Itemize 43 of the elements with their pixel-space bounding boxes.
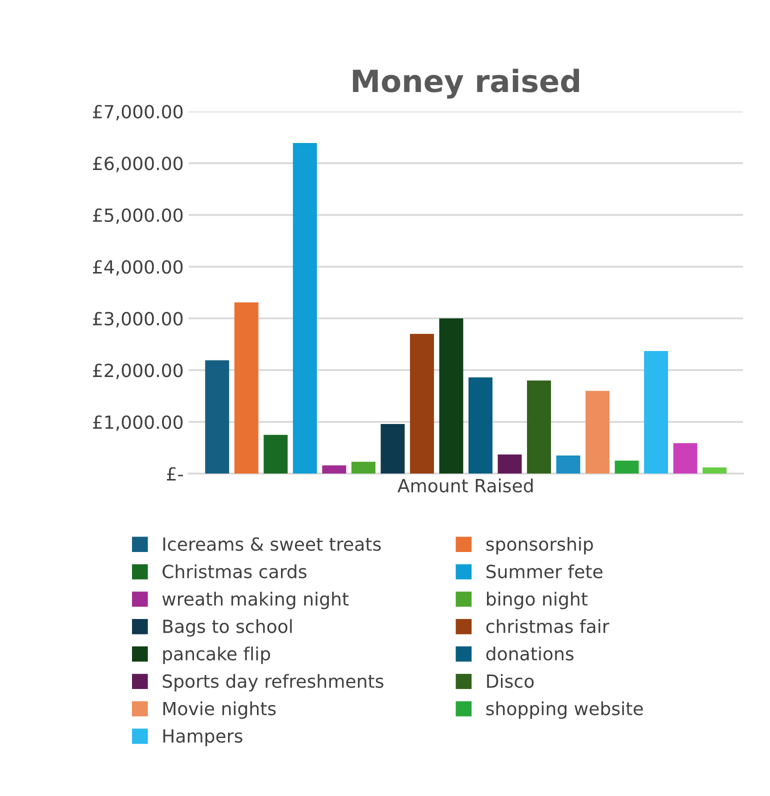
legend-label: Sports day refreshments <box>162 674 384 692</box>
legend-label: wreath making night <box>162 592 349 610</box>
legend-label: pancake flip <box>163 646 270 664</box>
legend-label: donations <box>486 646 574 661</box>
legend-label: Summer fete <box>486 564 602 578</box>
bar <box>498 454 522 474</box>
bar <box>614 460 639 474</box>
bar <box>468 377 492 474</box>
y-tick-label: £1,000.00 <box>93 415 183 431</box>
y-tick-label: £6,000.00 <box>93 156 183 172</box>
bar <box>292 143 317 474</box>
bar <box>586 390 610 474</box>
legend-label: Christmas cards <box>162 564 306 578</box>
legend-label: Bags to school <box>163 619 292 637</box>
y-tick-label: £7,000.00 <box>93 104 183 120</box>
legend-label: shopping website <box>486 701 643 719</box>
bar <box>264 434 288 474</box>
bar <box>322 465 346 474</box>
bar <box>702 467 727 474</box>
bar <box>644 350 668 474</box>
y-tick-label: £5,000.00 <box>93 208 183 224</box>
bar <box>673 443 698 474</box>
bar <box>234 302 258 474</box>
legend-label: bingo night <box>486 592 588 610</box>
y-tick-label: £3,000.00 <box>93 312 183 328</box>
bar <box>527 380 551 474</box>
legend-label: Disco <box>487 674 534 688</box>
chart-title: Money raised <box>352 68 579 99</box>
bar <box>439 318 464 474</box>
legend-label: Icereams & sweet treats <box>163 537 381 551</box>
y-tick-label: £4,000.00 <box>93 260 183 276</box>
legend-label: Hampers <box>163 729 242 746</box>
bar <box>380 424 405 474</box>
bar <box>410 334 434 474</box>
legend-label: Movie nights <box>163 701 276 719</box>
x-tick-label: Amount Raised <box>398 478 533 492</box>
legend-label: sponsorship <box>486 536 593 554</box>
y-tick-label: £2,000.00 <box>93 364 183 380</box>
y-tick-label: £- <box>166 467 183 480</box>
bar <box>205 360 230 474</box>
bar <box>556 456 580 474</box>
bar <box>351 462 376 474</box>
legend-label: christmas fair <box>486 619 610 634</box>
